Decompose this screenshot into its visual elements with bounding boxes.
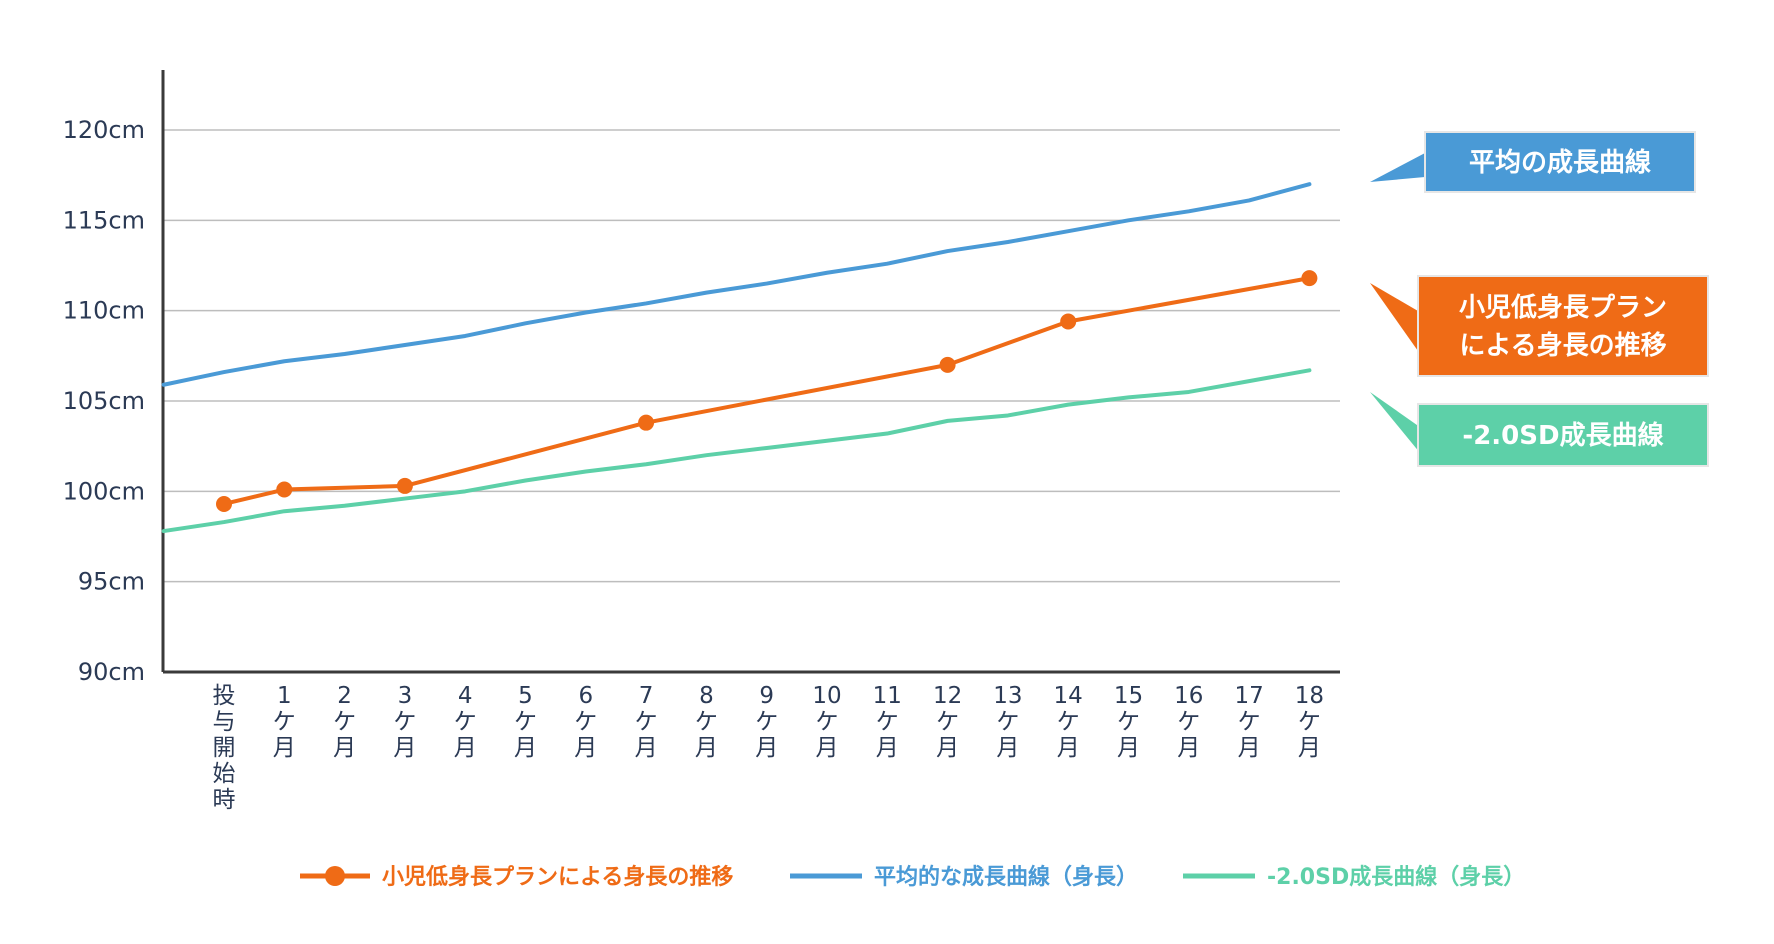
x-tick-label: ケ xyxy=(635,709,658,735)
x-tick-label: 月 xyxy=(333,735,356,761)
x-tick-label: ケ xyxy=(273,709,296,735)
y-tick-label: 90cm xyxy=(78,658,145,686)
x-tick-label: ケ xyxy=(333,709,356,735)
x-tick-label: 17 xyxy=(1234,683,1263,709)
x-tick-label: ケ xyxy=(695,709,718,735)
data-point xyxy=(1301,270,1318,287)
x-tick-label: 6 xyxy=(578,683,593,709)
x-tick-label: 11 xyxy=(873,683,902,709)
legend-label: 平均的な成長曲線（身長） xyxy=(874,864,1138,890)
x-tick-label: 月 xyxy=(1117,735,1140,761)
x-tick-label: 8 xyxy=(699,683,714,709)
data-point xyxy=(216,495,232,512)
x-tick-label: 月 xyxy=(936,735,959,761)
x-tick-label: 16 xyxy=(1174,683,1203,709)
data-point xyxy=(396,477,413,494)
x-tick-label: ケ xyxy=(574,709,597,735)
x-tick-label: ケ xyxy=(755,709,778,735)
x-tick-label: ケ xyxy=(876,709,899,735)
x-tick-label: 月 xyxy=(996,735,1019,761)
y-tick-label: 120cm xyxy=(63,116,145,144)
y-tick-label: 95cm xyxy=(78,568,145,596)
x-tick-label: 5 xyxy=(518,683,533,709)
series-line-2 xyxy=(161,368,1312,534)
y-tick-label: 100cm xyxy=(63,477,145,505)
x-tick-label: 始 xyxy=(213,761,236,787)
x-tick-label: 10 xyxy=(812,683,841,709)
callout-pointer xyxy=(1370,153,1425,182)
data-point xyxy=(638,414,655,431)
x-tick-label: 13 xyxy=(993,683,1022,709)
legend-label: 小児低身長プランによる身長の推移 xyxy=(382,864,733,890)
x-tick-label: ケ xyxy=(936,709,959,735)
x-tick-label: 14 xyxy=(1054,683,1083,709)
x-tick-label: 月 xyxy=(393,735,416,761)
x-tick-label: 9 xyxy=(759,683,774,709)
x-tick-label: 18 xyxy=(1295,683,1324,709)
x-tick-label: 月 xyxy=(454,735,477,761)
data-point xyxy=(276,481,293,498)
callout-box xyxy=(1417,275,1709,377)
x-tick-label: ケ xyxy=(454,709,477,735)
callout-pointer xyxy=(1370,283,1418,351)
x-tick-label: 月 xyxy=(273,735,296,761)
x-tick-label: ケ xyxy=(393,709,416,735)
callout-pointer xyxy=(1370,392,1418,451)
x-tick-label: 3 xyxy=(398,683,413,709)
series-line-0 xyxy=(161,182,1312,387)
series-line-1 xyxy=(222,276,1312,506)
x-tick-label: 月 xyxy=(695,735,718,761)
callout-label: 小児低身長プラン xyxy=(1459,292,1667,323)
x-tick-label: 月 xyxy=(1238,735,1261,761)
callout-box xyxy=(1417,403,1709,467)
x-tick-label: 与 xyxy=(213,709,236,735)
x-tick-label: 月 xyxy=(755,735,778,761)
x-tick-label: 月 xyxy=(514,735,537,761)
x-tick-label: 開 xyxy=(213,735,236,761)
x-tick-label: 1 xyxy=(277,683,292,709)
x-tick-label: 月 xyxy=(635,735,658,761)
legend-marker xyxy=(325,866,345,886)
callout-label: による身長の推移 xyxy=(1459,330,1666,361)
callout-label: -2.0SD成長曲線 xyxy=(1462,420,1663,451)
x-tick-label: 時 xyxy=(213,787,236,813)
x-tick-label: ケ xyxy=(1177,709,1200,735)
x-tick-label: 月 xyxy=(816,735,839,761)
callout-box xyxy=(1424,131,1696,193)
x-tick-label: ケ xyxy=(816,709,839,735)
callout-label: 平均の成長曲線 xyxy=(1469,147,1651,178)
x-tick-label: ケ xyxy=(1238,709,1261,735)
x-tick-label: 月 xyxy=(1057,735,1080,761)
x-tick-label: 月 xyxy=(1298,735,1321,761)
x-tick-label: 15 xyxy=(1114,683,1143,709)
legend-label: -2.0SD成長曲線（身長） xyxy=(1267,864,1525,890)
x-tick-label: 2 xyxy=(337,683,352,709)
x-tick-label: 12 xyxy=(933,683,962,709)
y-tick-label: 105cm xyxy=(63,387,145,415)
x-tick-label: ケ xyxy=(1117,709,1140,735)
x-tick-label: 7 xyxy=(639,683,654,709)
x-tick-label: 月 xyxy=(876,735,899,761)
x-tick-label: ケ xyxy=(1057,709,1080,735)
x-tick-label: ケ xyxy=(1298,709,1321,735)
data-point xyxy=(1060,313,1077,330)
data-point xyxy=(939,356,956,373)
x-tick-label: 投 xyxy=(213,683,236,709)
y-tick-label: 115cm xyxy=(63,206,145,234)
x-tick-label: ケ xyxy=(996,709,1019,735)
x-tick-label: 月 xyxy=(1177,735,1200,761)
x-tick-label: 月 xyxy=(574,735,597,761)
y-tick-label: 110cm xyxy=(63,297,145,325)
x-tick-label: 4 xyxy=(458,683,473,709)
x-tick-label: ケ xyxy=(514,709,537,735)
